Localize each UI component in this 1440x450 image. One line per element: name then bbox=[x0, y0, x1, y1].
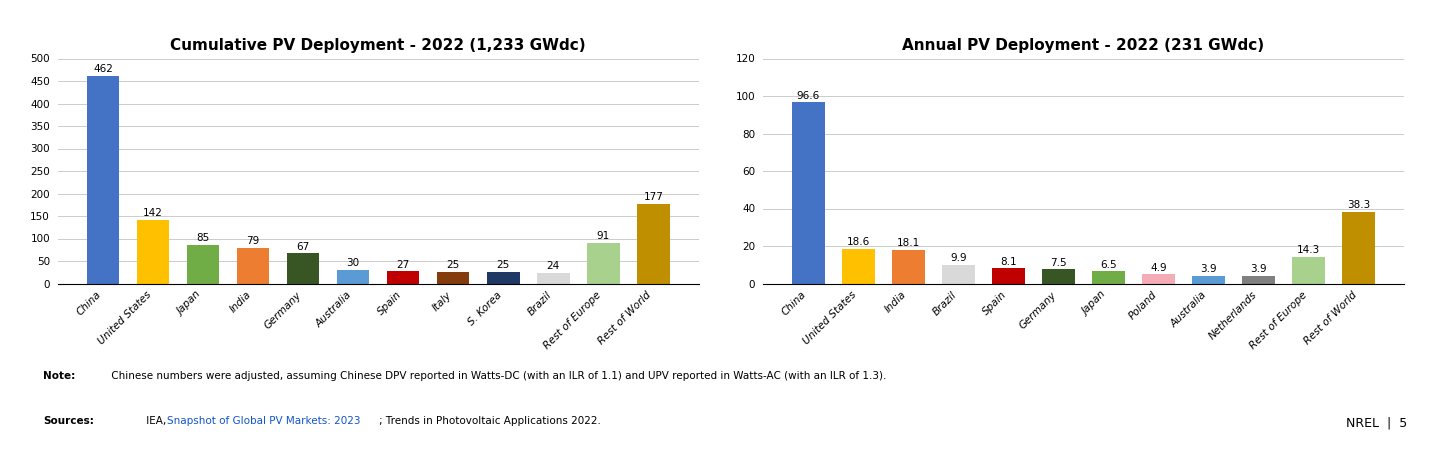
Text: Sources:: Sources: bbox=[43, 416, 94, 426]
Bar bbox=[236, 248, 269, 284]
Bar bbox=[1043, 270, 1074, 284]
Bar bbox=[537, 273, 570, 284]
Text: Snapshot of Global PV Markets: 2023: Snapshot of Global PV Markets: 2023 bbox=[167, 416, 360, 426]
Bar bbox=[588, 243, 619, 284]
Text: 85: 85 bbox=[196, 234, 210, 243]
Bar bbox=[487, 272, 520, 284]
Bar bbox=[1142, 274, 1175, 284]
Text: 18.1: 18.1 bbox=[897, 238, 920, 248]
Text: 177: 177 bbox=[644, 192, 664, 202]
Text: 462: 462 bbox=[94, 64, 112, 74]
Text: 142: 142 bbox=[143, 208, 163, 218]
Title: Annual PV Deployment - 2022 (231 GWdc): Annual PV Deployment - 2022 (231 GWdc) bbox=[903, 38, 1264, 53]
Text: 3.9: 3.9 bbox=[1200, 265, 1217, 274]
Text: 96.6: 96.6 bbox=[796, 90, 819, 101]
Text: 91: 91 bbox=[596, 231, 611, 241]
Text: 3.9: 3.9 bbox=[1250, 265, 1267, 274]
Bar bbox=[636, 204, 670, 284]
Text: 24: 24 bbox=[547, 261, 560, 271]
Text: 25: 25 bbox=[497, 261, 510, 270]
Bar bbox=[891, 250, 924, 284]
Text: 79: 79 bbox=[246, 236, 259, 246]
Bar bbox=[1342, 212, 1375, 284]
Text: 6.5: 6.5 bbox=[1100, 260, 1117, 270]
Bar bbox=[436, 272, 469, 284]
Text: 67: 67 bbox=[297, 242, 310, 252]
Text: 27: 27 bbox=[396, 260, 410, 270]
Text: 38.3: 38.3 bbox=[1346, 200, 1371, 210]
Bar bbox=[387, 271, 419, 284]
Bar bbox=[287, 253, 320, 284]
Bar bbox=[86, 76, 120, 284]
Text: IEA,: IEA, bbox=[143, 416, 168, 426]
Text: 8.1: 8.1 bbox=[999, 256, 1017, 266]
Bar bbox=[1243, 276, 1274, 284]
Text: 14.3: 14.3 bbox=[1297, 245, 1320, 255]
Bar bbox=[792, 103, 825, 284]
Text: NREL  |  5: NREL | 5 bbox=[1346, 416, 1408, 429]
Bar bbox=[337, 270, 370, 284]
Bar bbox=[842, 248, 874, 284]
Bar bbox=[1192, 276, 1225, 284]
Bar bbox=[1292, 256, 1325, 284]
Bar bbox=[187, 245, 219, 284]
Text: 30: 30 bbox=[347, 258, 360, 268]
Text: 7.5: 7.5 bbox=[1050, 258, 1067, 268]
Title: Cumulative PV Deployment - 2022 (1,233 GWdc): Cumulative PV Deployment - 2022 (1,233 G… bbox=[170, 38, 586, 53]
Bar bbox=[1092, 271, 1125, 284]
Text: 18.6: 18.6 bbox=[847, 237, 870, 247]
Text: Chinese numbers were adjusted, assuming Chinese DPV reported in Watts-DC (with a: Chinese numbers were adjusted, assuming … bbox=[108, 371, 887, 381]
Text: ; Trends in Photovoltaic Applications 2022.: ; Trends in Photovoltaic Applications 20… bbox=[379, 416, 600, 426]
Bar bbox=[942, 265, 975, 284]
Text: 25: 25 bbox=[446, 261, 459, 270]
Text: 4.9: 4.9 bbox=[1151, 262, 1166, 273]
Bar bbox=[137, 220, 170, 284]
Text: 9.9: 9.9 bbox=[950, 253, 966, 263]
Text: Note:: Note: bbox=[43, 371, 75, 381]
Bar bbox=[992, 268, 1025, 284]
